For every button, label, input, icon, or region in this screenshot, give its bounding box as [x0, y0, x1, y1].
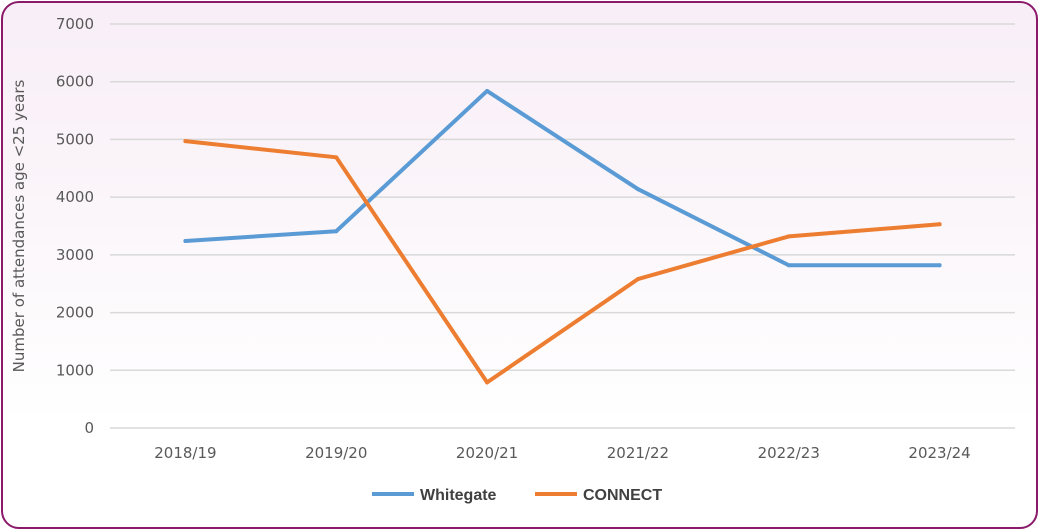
y-tick-label: 5000 — [56, 130, 94, 148]
legend-label: Whitegate — [420, 487, 497, 504]
legend-label: CONNECT — [583, 487, 662, 504]
x-tick-label: 2022/23 — [758, 444, 820, 462]
data-point — [937, 222, 942, 227]
data-point — [334, 229, 339, 234]
data-point — [937, 263, 942, 268]
x-tick-label: 2018/19 — [154, 444, 216, 462]
data-point — [786, 263, 791, 268]
data-point — [485, 380, 490, 385]
y-tick-label: 2000 — [56, 304, 94, 322]
y-tick-label: 0 — [84, 419, 94, 437]
y-tick-label: 4000 — [56, 188, 94, 206]
data-point — [635, 187, 640, 192]
series-line-connect — [183, 139, 942, 385]
data-point — [183, 139, 188, 144]
data-point — [786, 234, 791, 239]
y-tick-label: 6000 — [56, 73, 94, 91]
y-tick-label: 3000 — [56, 246, 94, 264]
data-point — [485, 88, 490, 93]
y-axis-label: Number of attendances age <25 years — [10, 80, 28, 373]
data-point — [183, 239, 188, 244]
series-line-whitegate — [183, 88, 942, 268]
data-point — [334, 155, 339, 160]
x-tick-label: 2021/22 — [607, 444, 669, 462]
y-tick-label: 7000 — [56, 15, 94, 33]
y-tick-label: 1000 — [56, 361, 94, 379]
x-tick-label: 2019/20 — [305, 444, 367, 462]
data-point — [635, 277, 640, 282]
x-tick-label: 2020/21 — [456, 444, 518, 462]
x-tick-label: 2023/24 — [908, 444, 970, 462]
